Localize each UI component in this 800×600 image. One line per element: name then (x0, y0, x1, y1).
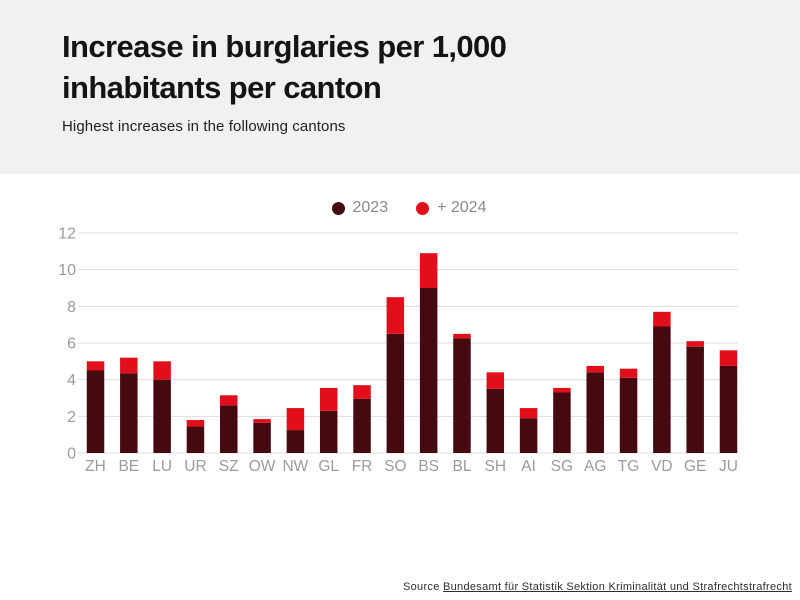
x-category-label-AI: AI (521, 458, 536, 475)
bar-2023-UR (186, 426, 205, 453)
legend-swatch-2024-icon (416, 201, 430, 215)
chart-header: Increase in burglaries per 1,000 inhabit… (0, 0, 800, 174)
x-category-label-FR: FR (352, 458, 373, 475)
x-category-label-SG: SG (551, 458, 573, 475)
bar-2023-ZH (86, 370, 105, 453)
x-category-label-VD: VD (651, 458, 673, 475)
bar-2023-OW (253, 422, 271, 453)
bar-2024-SH (486, 372, 505, 389)
legend-label-2023: 2023 (352, 199, 389, 216)
x-category-label-ZH: ZH (85, 458, 106, 475)
bar-2024-VD (653, 311, 671, 327)
bar-2023-BE (120, 373, 138, 453)
legend-item-2023: 2023 (331, 199, 389, 216)
bar-2023-AG (586, 372, 604, 453)
bar-2024-SO (386, 297, 405, 334)
bar-2023-LU (153, 379, 171, 453)
bar-2023-SG (553, 392, 571, 453)
x-category-label-BE: BE (118, 458, 139, 475)
bar-2023-SH (486, 388, 505, 453)
x-category-label-OW: OW (249, 458, 276, 475)
bar-2024-UR (186, 420, 205, 427)
bar-2024-BS (419, 253, 438, 289)
source-line: Source Bundesamt für Statistik Sektion K… (403, 581, 792, 593)
bar-2023-JU (719, 365, 738, 453)
source-prefix: Source (402, 581, 443, 593)
y-tick-label-2: 2 (67, 409, 76, 426)
legend-swatch-2023-icon (331, 201, 345, 215)
bar-2023-NW (286, 430, 305, 453)
x-category-label-LU: LU (152, 458, 172, 475)
x-category-label-BL: BL (452, 458, 471, 475)
bar-2024-JU (719, 350, 738, 366)
bar-2024-FR (353, 385, 371, 399)
bar-2024-BL (453, 333, 471, 339)
bar-2023-SZ (220, 405, 238, 453)
legend-label-2024: + 2024 (437, 199, 487, 216)
bar-2024-SG (553, 387, 571, 393)
bar-2024-LU (153, 361, 171, 380)
x-category-label-SH: SH (485, 458, 507, 475)
bar-2024-TG (619, 368, 638, 378)
y-tick-label-8: 8 (67, 299, 76, 316)
bar-2023-AI (519, 418, 538, 453)
y-tick-label-10: 10 (58, 262, 76, 279)
bar-2024-SZ (220, 395, 238, 406)
bar-2023-BL (453, 338, 471, 453)
x-category-label-SO: SO (384, 458, 406, 475)
page-subtitle: Highest increases in the following canto… (62, 118, 346, 135)
x-category-label-UR: UR (184, 458, 206, 475)
chart-legend: 2023 + 2024 (18, 199, 800, 217)
bar-2024-OW (253, 419, 271, 423)
x-category-label-GE: GE (684, 458, 706, 475)
bar-2024-BE (120, 357, 138, 374)
bar-2024-GL (319, 387, 338, 411)
y-tick-label-12: 12 (58, 226, 76, 243)
legend-item-2024: + 2024 (416, 200, 486, 216)
bar-2024-ZH (86, 361, 105, 371)
bar-2024-NW (286, 408, 305, 431)
x-category-label-NW: NW (282, 458, 308, 475)
y-tick-label-6: 6 (67, 336, 76, 353)
bar-2023-BS (419, 288, 438, 453)
bar-2023-SO (386, 333, 405, 453)
x-category-label-GL: GL (318, 458, 339, 475)
y-tick-label-0: 0 (67, 446, 76, 463)
page-title: Increase in burglaries per 1,000 inhabit… (62, 29, 507, 105)
bar-2024-GE (686, 341, 704, 347)
bar-2024-AI (519, 408, 538, 419)
bar-2023-VD (653, 326, 671, 453)
bar-2024-AG (586, 365, 604, 373)
bar-2023-FR (353, 398, 371, 453)
x-category-label-JU: JU (719, 458, 738, 475)
y-tick-label-4: 4 (67, 372, 76, 389)
x-category-label-AG: AG (584, 458, 606, 475)
source-link[interactable]: Bundesamt für Statistik Sektion Kriminal… (442, 581, 792, 593)
bar-2023-GL (319, 410, 338, 453)
bar-2023-TG (619, 377, 638, 453)
bar-2023-GE (686, 346, 704, 453)
x-category-label-TG: TG (618, 458, 640, 475)
x-category-label-SZ: SZ (219, 458, 239, 475)
x-category-label-BS: BS (418, 458, 439, 475)
